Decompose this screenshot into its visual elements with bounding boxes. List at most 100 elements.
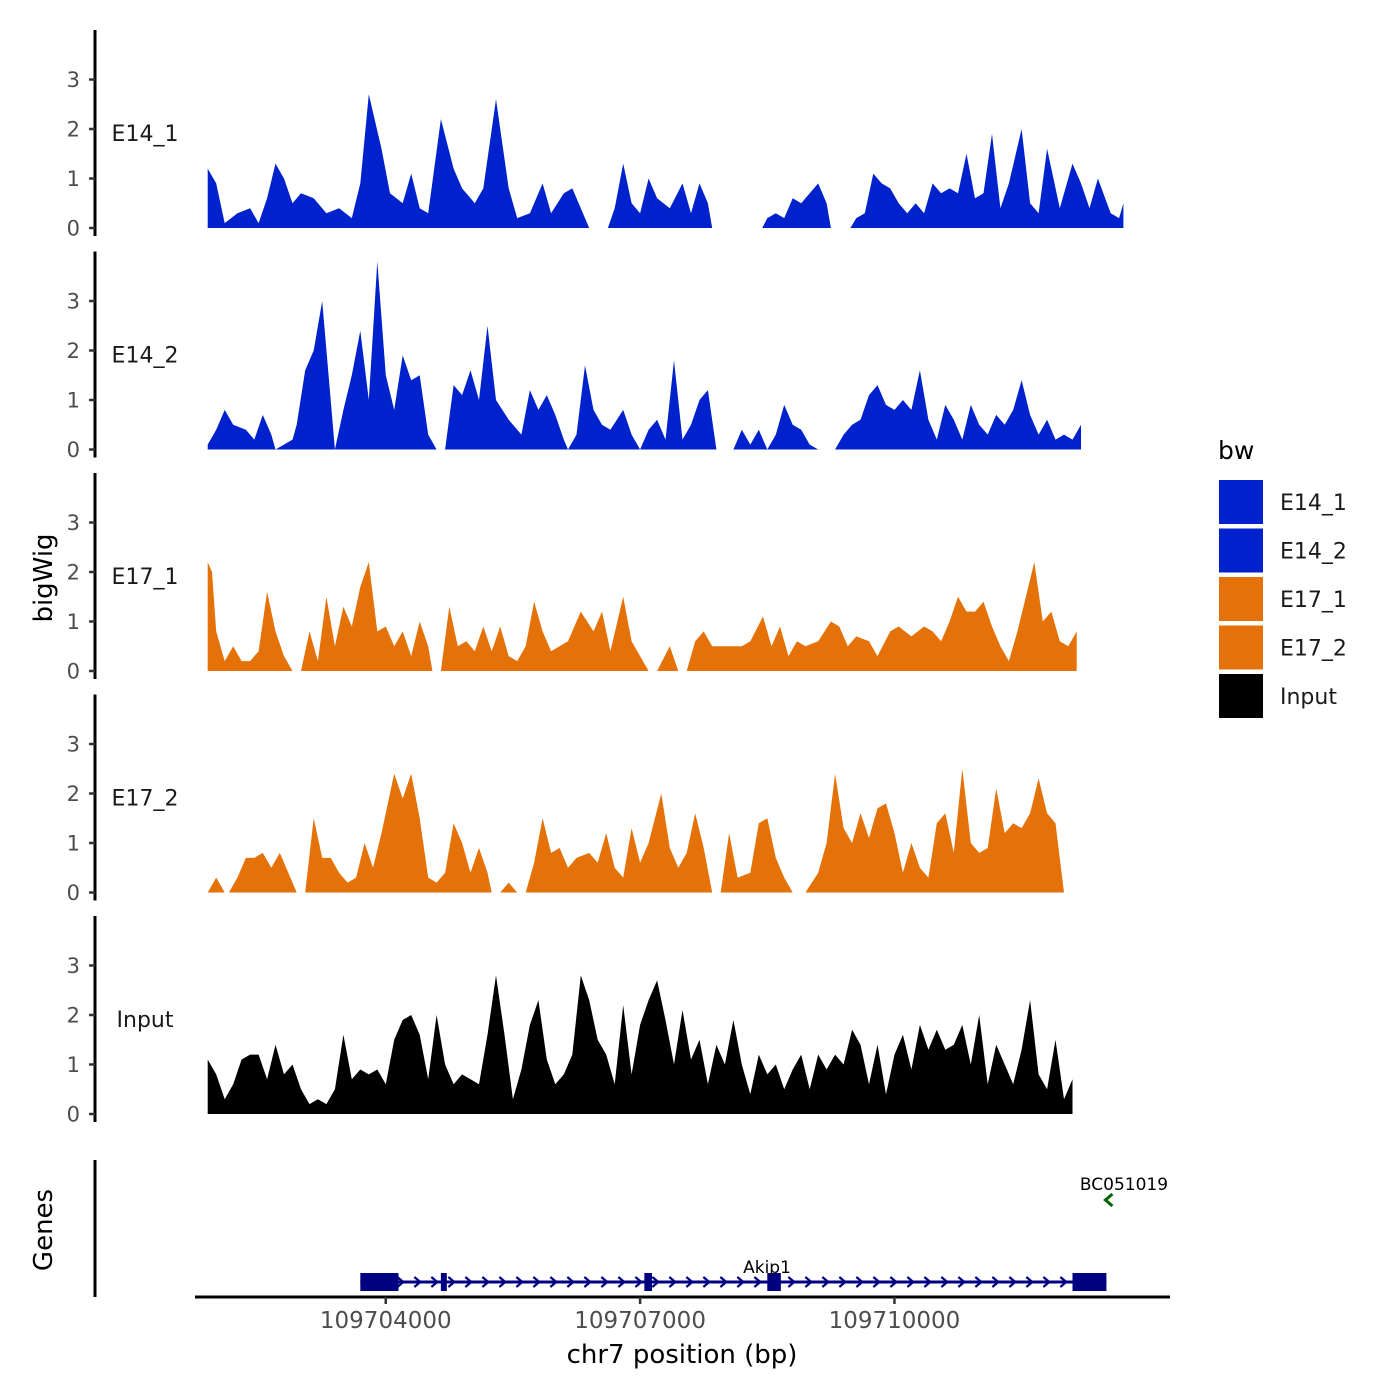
x-axis: 109704000 109707000 109710000: [195, 1295, 1170, 1334]
y-tick-label: 0: [67, 660, 80, 684]
strand-arrow: [396, 1276, 406, 1288]
legend: bw E14_1 E14_2 E17_1 E17_2 Input: [1218, 436, 1347, 718]
strand-arrow: [481, 1276, 491, 1288]
y-tick-label: 2: [67, 118, 80, 142]
strand-arrow: [617, 1276, 627, 1288]
legend-swatch: [1219, 528, 1263, 573]
strand-arrow: [991, 1276, 1001, 1288]
strand-arrow: [804, 1276, 814, 1288]
y-axis-title: bigWig: [29, 533, 59, 622]
legend-label: E17_2: [1280, 637, 1347, 662]
legend-item-E14_2: E14_2: [1219, 528, 1347, 573]
legend-swatch: [1219, 577, 1263, 621]
gene-exon: [644, 1273, 652, 1291]
strand-arrow: [702, 1276, 712, 1288]
track-E17_2: 0 1 2 3 E17_2: [67, 694, 1064, 905]
strand-arrow: [821, 1276, 831, 1288]
strand-arrow: [923, 1276, 933, 1288]
strand-arrow: [447, 1276, 457, 1288]
strand-arrow: [685, 1276, 695, 1288]
strand-arrow: [1059, 1276, 1069, 1288]
gene-exon: [360, 1273, 399, 1291]
y-tick-label: 2: [67, 782, 80, 806]
y-tick-label: 3: [67, 954, 80, 978]
signal-area-Input: [207, 975, 1073, 1114]
y-tick-label: 3: [67, 290, 80, 314]
strand-arrow: [566, 1276, 576, 1288]
strand-arrow: [651, 1276, 661, 1288]
strand-arrow: [668, 1276, 678, 1288]
strand-arrow: [430, 1276, 440, 1288]
gene-exon: [440, 1273, 447, 1291]
strand-arrow: [464, 1276, 474, 1288]
y-tick-label: 3: [67, 733, 80, 757]
strand-arrow: [583, 1276, 593, 1288]
y-tick-label: 1: [67, 389, 80, 413]
x-tick-label: 109704000: [320, 1308, 452, 1334]
y-tick-label: 2: [67, 1004, 80, 1028]
gene-label: Akip1: [743, 1258, 791, 1278]
legend-item-E17_2: E17_2: [1219, 625, 1347, 670]
signal-area-E14_1: [207, 94, 1124, 228]
legend-item-Input: Input: [1219, 674, 1337, 718]
y-tick-label: 1: [67, 167, 80, 191]
strand-arrow: [889, 1276, 899, 1288]
strand-arrow: [600, 1276, 610, 1288]
strand-arrow: [549, 1276, 559, 1288]
legend-item-E14_1: E14_1: [1219, 480, 1347, 524]
strand-arrow: [957, 1276, 967, 1288]
strand-arrow: [855, 1276, 865, 1288]
strand-arrow: [719, 1276, 729, 1288]
strand-arrow: [1103, 1192, 1114, 1208]
track-label: E14_2: [112, 344, 179, 369]
y-tick-label: 0: [67, 881, 80, 905]
genes-axis-title: Genes: [29, 1189, 59, 1271]
y-tick-label: 0: [67, 438, 80, 462]
signal-area-E17_1: [207, 562, 1077, 671]
strand-arrow: [838, 1276, 848, 1288]
y-tick-label: 2: [67, 561, 80, 585]
y-tick-label: 3: [67, 511, 80, 535]
legend-label: E17_1: [1280, 588, 1347, 613]
y-tick-label: 1: [67, 832, 80, 856]
strand-arrow: [1042, 1276, 1052, 1288]
y-tick-label: 1: [67, 610, 80, 634]
track-label: E17_1: [112, 565, 179, 590]
signal-area-E14_2: [207, 261, 1081, 450]
x-axis-title: chr7 position (bp): [567, 1340, 798, 1370]
legend-label: E14_1: [1280, 491, 1347, 516]
track-Input: 0 1 2 3 Input: [67, 916, 1073, 1127]
strand-arrow: [515, 1276, 525, 1288]
y-tick-label: 0: [67, 1103, 80, 1127]
signal-tracks: 0 1 2 3 E14_1 0 1 2 3 E14_2 0 1 2 3 E17_1 0 1 2 3 E17_2 0 1 2 3…: [67, 30, 1124, 1127]
strand-arrow: [1025, 1276, 1035, 1288]
strand-arrow: [634, 1276, 644, 1288]
legend-item-E17_1: E17_1: [1219, 577, 1347, 621]
strand-arrow: [498, 1276, 508, 1288]
legend-swatch: [1219, 674, 1263, 718]
strand-arrow: [736, 1276, 746, 1288]
gene-BC051019: BC051019: [1080, 1175, 1168, 1208]
strand-arrow: [787, 1276, 797, 1288]
strand-arrow: [413, 1276, 423, 1288]
signal-area-E17_2: [207, 768, 1064, 893]
legend-title: bw: [1218, 436, 1254, 465]
legend-swatch: [1219, 480, 1263, 524]
strand-arrow: [532, 1276, 542, 1288]
strand-arrow: [906, 1276, 916, 1288]
track-label: E17_2: [112, 787, 179, 812]
track-E14_2: 0 1 2 3 E14_2: [67, 251, 1081, 462]
x-tick-label: 109710000: [829, 1308, 961, 1334]
gene-exon: [767, 1273, 781, 1291]
track-label: E14_1: [112, 122, 179, 147]
legend-label: E14_2: [1280, 540, 1347, 565]
x-tick-label: 109707000: [574, 1308, 706, 1334]
track-E14_1: 0 1 2 3 E14_1: [67, 30, 1124, 241]
strand-arrow: [1008, 1276, 1018, 1288]
strand-arrow: [940, 1276, 950, 1288]
track-E17_1: 0 1 2 3 E17_1: [67, 473, 1077, 684]
gene-exon: [1072, 1273, 1107, 1291]
strand-arrow: [872, 1276, 882, 1288]
track-label: Input: [117, 1008, 174, 1033]
